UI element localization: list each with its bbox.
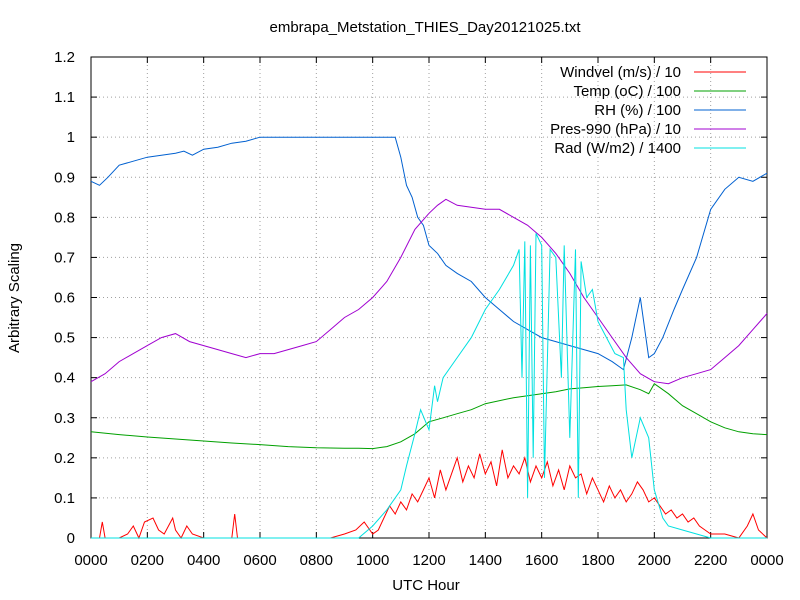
y-tick-label: 0.5 [54, 330, 75, 347]
y-tick-label: 0.4 [54, 370, 75, 387]
y-tick-label: 0.9 [54, 169, 75, 186]
x-tick-label: 0000 [750, 552, 783, 569]
x-tick-label: 0600 [243, 552, 276, 569]
series-line [91, 233, 767, 539]
legend-label: RH (%) / 100 [594, 102, 681, 119]
x-axis-ticks: 0000 0200 0400 0600 0800 1000 1200 1400 1600 1800… [74, 57, 784, 569]
x-tick-label: 0400 [187, 552, 220, 569]
y-tick-label: 0 [67, 530, 75, 547]
x-axis-label: UTC Hour [392, 577, 460, 594]
x-tick-label: 1400 [469, 552, 502, 569]
y-tick-label: 0.7 [54, 249, 75, 266]
series-line [91, 449, 768, 540]
x-tick-label: 0000 [74, 552, 107, 569]
legend-label: Rad (W/m2) / 1400 [554, 140, 681, 157]
x-tick-label: 1200 [412, 552, 445, 569]
x-tick-label: 1800 [581, 552, 614, 569]
legend-label: Pres-990 (hPa) / 10 [550, 121, 681, 138]
x-tick-label: 1000 [356, 552, 389, 569]
y-tick-label: 0.6 [54, 290, 75, 307]
x-tick-label: 2000 [638, 552, 671, 569]
legend-label: Windvel (m/s) / 10 [560, 64, 681, 81]
x-tick-label: 1600 [525, 552, 558, 569]
y-tick-label: 0.3 [54, 410, 75, 427]
x-tick-label: 0800 [300, 552, 333, 569]
x-tick-label: 0200 [131, 552, 164, 569]
series-line [90, 198, 768, 385]
series-line [90, 382, 768, 450]
y-axis-ticks: 0 0.1 0.2 0.3 0.4 0.5 0.6 0.7 0.8 0.9 1 1.1 1.2 [54, 49, 767, 547]
y-tick-label: 1.1 [54, 89, 75, 106]
legend-label: Temp (oC) / 100 [573, 83, 681, 100]
y-tick-label: 0.1 [54, 490, 75, 507]
series-layer [90, 136, 768, 540]
y-axis-label: Arbitrary Scaling [6, 243, 23, 353]
series-line [90, 136, 768, 371]
y-tick-label: 0.8 [54, 209, 75, 226]
y-tick-label: 1 [67, 129, 75, 146]
chart-title: embrapa_Metstation_THIES_Day20121025.txt [269, 19, 581, 36]
legend: Windvel (m/s) / 10 Temp (oC) / 100 RH (%) … [550, 64, 746, 157]
y-tick-label: 0.2 [54, 450, 75, 467]
y-tick-label: 1.2 [54, 49, 75, 66]
x-tick-label: 2200 [694, 552, 727, 569]
